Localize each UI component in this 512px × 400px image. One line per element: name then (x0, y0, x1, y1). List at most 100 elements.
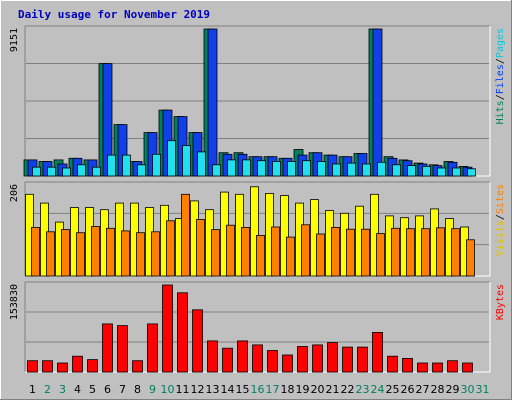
bar-kbytes-day-29 (447, 360, 458, 373)
bar-pages-day-30 (467, 168, 476, 177)
bar-pages-day-17 (272, 161, 281, 177)
bar-sites-day-30 (466, 239, 475, 277)
day-label-14: 14 (221, 383, 235, 396)
bar-sites-day-14 (226, 224, 235, 277)
bar-pages-day-21 (332, 163, 341, 177)
bar-kbytes-day-2 (42, 360, 53, 373)
chart-title: Daily usage for November 2019 (18, 8, 210, 21)
day-label-5: 5 (89, 383, 96, 396)
bar-kbytes-day-17 (267, 350, 278, 373)
bar-pages-day-28 (437, 167, 446, 177)
bar-pages-day-12 (197, 151, 206, 177)
bar-kbytes-day-19 (297, 346, 308, 373)
day-label-23: 23 (356, 383, 370, 396)
bar-pages-day-22 (347, 162, 356, 177)
bar-pages-day-3 (62, 167, 71, 177)
bar-pages-day-23 (362, 163, 371, 177)
day-label-19: 19 (296, 383, 310, 396)
bar-sites-day-11 (181, 193, 190, 277)
bar-kbytes-day-8 (132, 360, 143, 373)
bar-pages-day-25 (392, 164, 401, 177)
bar-sites-day-27 (421, 228, 430, 277)
legend-entry: Visits (495, 220, 506, 256)
bar-sites-day-28 (436, 227, 445, 277)
bar-pages-day-11 (182, 145, 191, 177)
bar-sites-day-20 (316, 233, 325, 277)
bar-sites-day-5 (91, 226, 100, 277)
day-label-26: 26 (401, 383, 415, 396)
day-label-2: 2 (44, 383, 51, 396)
bar-sites-day-16 (256, 234, 265, 277)
bar-pages-day-8 (137, 164, 146, 177)
bar-sites-day-19 (301, 224, 310, 277)
day-label-3: 3 (59, 383, 66, 396)
bar-sites-day-10 (166, 220, 175, 277)
day-label-8: 8 (134, 383, 141, 396)
series-legend: KBytes (495, 284, 506, 320)
bar-sites-day-24 (376, 233, 385, 277)
bar-kbytes-day-13 (207, 340, 218, 373)
day-label-27: 27 (416, 383, 430, 396)
day-label-1: 1 (29, 383, 36, 396)
bar-sites-day-15 (241, 226, 250, 277)
bar-sites-day-29 (451, 228, 460, 277)
bar-sites-day-21 (331, 226, 340, 277)
bar-kbytes-day-7 (117, 325, 128, 373)
bar-kbytes-day-30 (462, 362, 473, 373)
bar-visits-day-16 (250, 186, 259, 277)
bar-pages-day-20 (317, 161, 326, 177)
bar-kbytes-day-5 (87, 359, 98, 373)
day-label-21: 21 (326, 383, 340, 396)
bar-kbytes-day-4 (72, 355, 83, 373)
day-label-6: 6 (104, 383, 111, 396)
bar-kbytes-day-24 (372, 331, 383, 373)
bar-visits-day-18 (280, 195, 289, 277)
day-label-13: 13 (206, 383, 220, 396)
bar-sites-day-8 (136, 232, 145, 277)
bar-sites-day-26 (406, 228, 415, 277)
bar-pages-day-4 (77, 164, 86, 177)
day-label-24: 24 (371, 383, 385, 396)
bar-pages-day-16 (257, 160, 266, 177)
legend-entry: / (495, 94, 506, 100)
bar-kbytes-day-23 (357, 346, 368, 373)
y-max-label: 153830 (9, 284, 20, 320)
day-label-22: 22 (341, 383, 355, 396)
legend-entry: Files (495, 64, 506, 94)
bar-sites-day-2 (46, 231, 55, 277)
day-label-29: 29 (446, 383, 460, 396)
bar-kbytes-day-12 (192, 309, 203, 373)
series-legend: Visits/Sites (495, 184, 506, 256)
day-label-18: 18 (281, 383, 295, 396)
legend-entry: KBytes (495, 284, 506, 320)
bar-pages-day-5 (92, 166, 101, 177)
bar-kbytes-day-14 (222, 347, 233, 373)
bar-sites-day-4 (76, 232, 85, 277)
day-label-17: 17 (266, 383, 280, 396)
day-label-15: 15 (236, 383, 250, 396)
legend-entry: / (495, 214, 506, 220)
bar-pages-day-1 (32, 166, 41, 177)
bar-pages-day-26 (407, 165, 416, 177)
day-label-11: 11 (176, 383, 190, 396)
bar-pages-day-10 (167, 140, 176, 177)
legend-entry: Pages (495, 28, 506, 58)
bar-kbytes-day-21 (327, 342, 338, 373)
bar-kbytes-day-10 (162, 284, 173, 373)
day-label-16: 16 (251, 383, 265, 396)
bar-sites-day-7 (121, 230, 130, 277)
bar-kbytes-day-18 (282, 354, 293, 373)
bar-sites-day-6 (106, 227, 115, 277)
bar-sites-day-1 (31, 226, 40, 277)
bar-sites-day-18 (286, 236, 295, 277)
kbytes-panel: 153830 KBytes (9, 281, 506, 373)
bar-kbytes-day-27 (417, 362, 428, 373)
bar-pages-day-15 (242, 159, 251, 177)
bar-pages-day-9 (152, 153, 161, 177)
bar-files-day-24 (372, 28, 383, 177)
bar-sites-day-22 (346, 228, 355, 277)
day-label-31: 31 (476, 383, 490, 396)
day-label-9: 9 (149, 383, 156, 396)
